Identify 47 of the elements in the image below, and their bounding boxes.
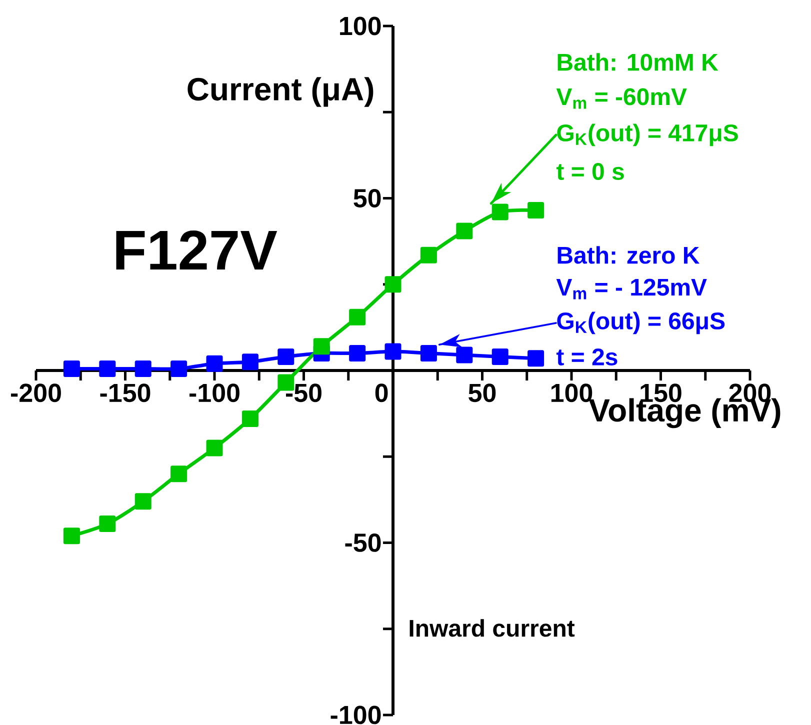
point <box>170 360 188 378</box>
point <box>170 466 188 482</box>
point <box>456 346 473 364</box>
y-tick-label: -50 <box>345 534 381 552</box>
point <box>528 350 544 367</box>
x-tick-label: 50 <box>468 384 496 402</box>
point <box>134 493 152 510</box>
point <box>63 360 80 378</box>
point <box>492 348 508 365</box>
x-tick-label: -200 <box>11 384 61 402</box>
annotation: G$_{K}$(out) = 66μS <box>557 312 725 334</box>
annotation: G$_{K}$(out) = 417μS <box>557 124 738 146</box>
point <box>242 354 258 370</box>
point <box>384 276 402 293</box>
text: F127V <box>116 230 278 270</box>
x-tick-label: -150 <box>100 384 150 402</box>
point <box>349 308 366 326</box>
point <box>206 440 223 456</box>
point <box>456 222 473 240</box>
point <box>420 345 437 362</box>
point <box>492 204 508 220</box>
y-axis-title: Current (μA) <box>188 77 374 107</box>
point <box>313 338 330 355</box>
x-tick-label: -100 <box>190 384 240 402</box>
point <box>99 360 116 378</box>
annotation: V$_{m}$ = -60mV <box>556 88 687 109</box>
annotation: t = 2s <box>556 348 618 366</box>
point <box>278 348 294 365</box>
annotation: Inward current <box>410 619 575 637</box>
y-tick-label: -100 <box>330 706 381 724</box>
point <box>528 202 544 219</box>
y-tick-label: 50 <box>354 189 381 208</box>
annotation: t = 0 s <box>556 163 624 180</box>
x-tick-label: -50 <box>286 384 322 402</box>
annotation: V$_{m}$ = - 125mV <box>556 278 707 300</box>
point <box>63 528 80 544</box>
point <box>420 246 437 264</box>
x-tick-label: 0 <box>375 384 388 402</box>
point <box>242 410 258 427</box>
point <box>134 360 152 378</box>
point <box>349 345 366 362</box>
y-tick-label: 100 <box>340 16 381 36</box>
point <box>206 355 223 372</box>
point <box>384 343 402 360</box>
text: Bath: zero K <box>558 246 700 264</box>
text: Bath: 10mM K <box>558 53 718 71</box>
point <box>99 516 116 532</box>
